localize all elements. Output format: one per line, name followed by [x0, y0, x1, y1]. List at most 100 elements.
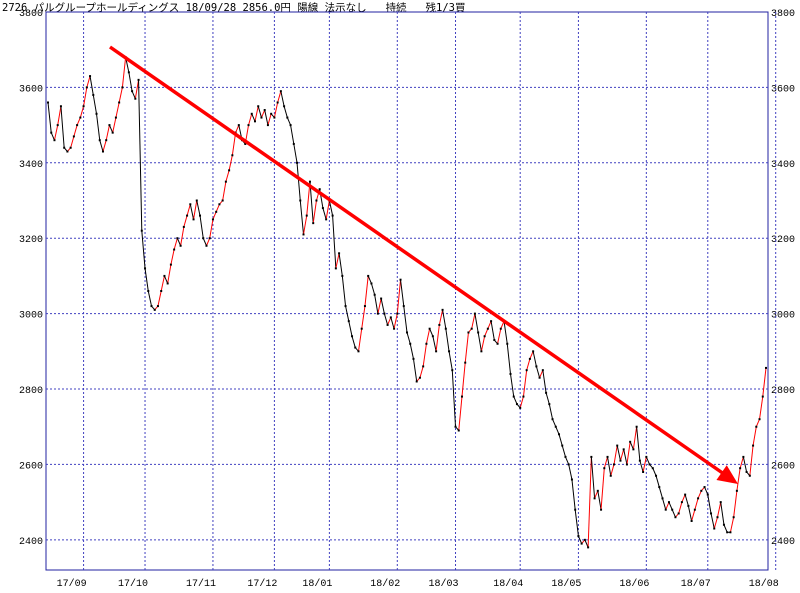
price-point: [606, 455, 609, 458]
price-point: [525, 369, 528, 372]
price-point: [596, 489, 599, 492]
y-tick-label-left: 3200: [19, 235, 43, 246]
price-point: [92, 93, 95, 96]
price-segment: [60, 106, 65, 148]
price-point: [564, 455, 567, 458]
price-segment: [662, 498, 667, 510]
y-tick-label-right: 3000: [771, 311, 795, 322]
price-segment: [231, 132, 237, 156]
price-segment: [629, 441, 634, 450]
price-point: [82, 105, 85, 108]
price-point: [318, 188, 321, 191]
y-tick-label-left: 2800: [19, 386, 43, 397]
price-segment: [678, 501, 683, 514]
price-point: [53, 139, 56, 142]
price-point: [383, 312, 386, 315]
price-point: [632, 448, 635, 451]
price-point: [732, 516, 735, 519]
price-segment: [584, 539, 589, 548]
price-point: [315, 199, 318, 202]
price-point: [548, 403, 551, 406]
price-point: [412, 357, 415, 360]
price-point: [612, 463, 615, 466]
price-segment: [92, 94, 98, 114]
price-point: [399, 278, 402, 281]
price-segment: [189, 204, 195, 220]
price-point: [758, 418, 761, 421]
price-segment: [112, 117, 117, 133]
price-segment: [144, 268, 149, 292]
price-segment: [267, 113, 272, 126]
price-point: [63, 146, 66, 149]
y-tick-label-left: 3800: [19, 9, 43, 20]
price-point: [541, 369, 544, 372]
price-point: [603, 467, 606, 470]
price-segment: [390, 317, 395, 329]
price-point: [292, 142, 295, 145]
price-point: [192, 218, 195, 221]
price-segment: [451, 370, 457, 427]
price-segment: [484, 328, 489, 337]
price-point: [247, 124, 250, 127]
price-point: [221, 199, 224, 202]
price-point: [587, 546, 590, 549]
price-segment: [412, 358, 418, 382]
price-point: [680, 501, 683, 504]
price-point: [140, 229, 143, 232]
price-segment: [280, 91, 285, 107]
price-point: [270, 112, 273, 115]
price-point: [166, 282, 169, 285]
price-segment: [542, 370, 547, 393]
y-tick-label-left: 2400: [19, 537, 43, 548]
price-segment: [196, 200, 201, 216]
price-point: [558, 433, 561, 436]
price-segment: [409, 343, 414, 359]
price-point: [490, 320, 493, 323]
price-point: [522, 395, 525, 398]
price-point: [545, 391, 548, 394]
price-segment: [432, 336, 437, 352]
x-tick-label: 18/05: [551, 578, 581, 590]
price-point: [351, 335, 354, 338]
price-point: [95, 112, 98, 115]
price-segment: [403, 306, 408, 333]
price-segment: [367, 275, 372, 284]
price-segment: [215, 204, 220, 213]
price-point: [208, 237, 211, 240]
price-segment: [251, 113, 256, 122]
price-point: [722, 523, 725, 526]
price-point: [354, 346, 357, 349]
price-point: [528, 357, 531, 360]
price-point: [752, 444, 755, 447]
price-point: [302, 233, 305, 236]
price-segment: [438, 309, 444, 326]
price-segment: [121, 57, 127, 88]
price-point: [47, 101, 49, 104]
y-tick-label-right: 2600: [771, 461, 795, 472]
y-tick-label-left: 3400: [19, 160, 43, 171]
price-segment: [374, 294, 379, 314]
price-segment: [115, 102, 120, 118]
price-point: [56, 124, 59, 127]
price-point: [347, 320, 350, 323]
y-tick-label-right: 3200: [771, 235, 795, 246]
price-segment: [480, 336, 486, 352]
price-segment: [186, 204, 191, 216]
price-point: [418, 376, 421, 379]
price-segment: [720, 502, 725, 525]
price-point: [425, 342, 428, 345]
price-segment: [587, 456, 592, 548]
price-segment: [425, 328, 431, 344]
price-segment: [558, 434, 563, 446]
price-point: [454, 425, 457, 428]
price-point: [480, 350, 483, 353]
price-point: [726, 531, 729, 534]
price-segment: [749, 445, 754, 476]
price-point: [72, 135, 75, 138]
price-point: [677, 512, 680, 515]
price-point: [325, 218, 328, 221]
price-segment: [658, 486, 663, 499]
price-segment: [613, 445, 618, 465]
